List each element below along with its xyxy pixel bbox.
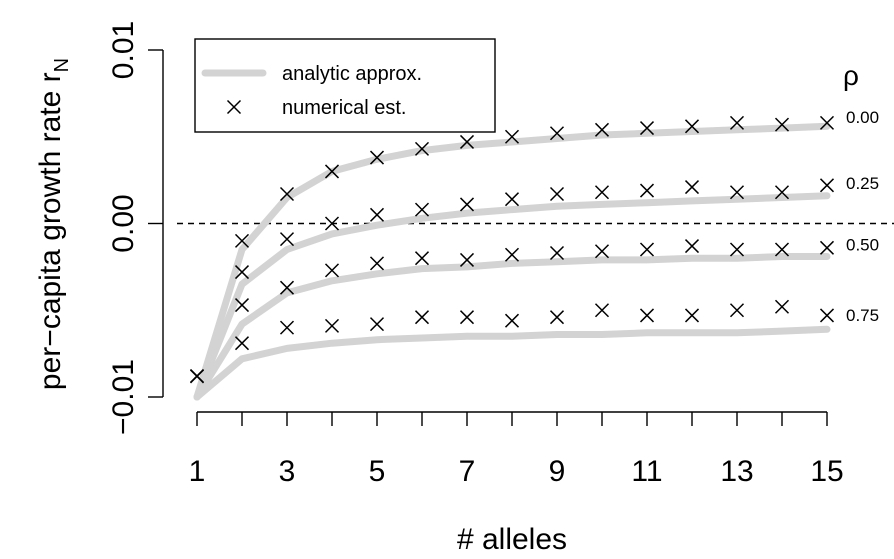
numerical-point	[549, 245, 565, 261]
numerical-point	[369, 256, 385, 271]
numerical-point	[729, 303, 745, 318]
numerical-point	[414, 141, 430, 156]
legend-label-analytic: analytic approx.	[282, 63, 422, 85]
numerical-point	[324, 216, 340, 231]
numerical-point	[594, 303, 610, 318]
series-label-0.50: 0.50	[846, 236, 879, 255]
numerical-point	[414, 251, 430, 266]
numerical-point	[729, 242, 745, 257]
numerical-point	[189, 369, 205, 384]
numerical-point	[549, 186, 565, 202]
numerical-point	[504, 192, 520, 207]
numerical-point	[279, 280, 295, 295]
numerical-point	[684, 119, 700, 134]
x-tick-label: 15	[810, 455, 843, 488]
numerical-point	[684, 239, 700, 254]
y-axis-title-subscript: N	[51, 58, 73, 72]
numerical-point	[639, 121, 655, 136]
y-axis-title: per−capita growth rate rN	[34, 58, 73, 390]
numerical-points-0.25	[189, 178, 835, 384]
numerical-point	[279, 186, 295, 202]
rho-title: ρ	[843, 60, 859, 91]
numerical-point	[459, 197, 475, 212]
numerical-point	[639, 242, 655, 257]
numerical-point	[819, 115, 835, 130]
numerical-point	[549, 126, 565, 141]
numerical-point	[279, 232, 295, 247]
y-axis-title-main: per−capita growth rate r	[34, 72, 67, 390]
legend: analytic approx. numerical est.	[194, 38, 496, 133]
numerical-point	[549, 310, 565, 325]
numerical-point	[594, 122, 610, 137]
chart-axes: −0.010.000.011 3 5 7 9 11 13 15# allelesper−cap…	[34, 21, 844, 556]
numerical-point	[504, 129, 520, 144]
analytic-curve-0.00	[193, 122, 831, 401]
legend-label-numerical: numerical est.	[282, 97, 407, 119]
numerical-point	[279, 320, 295, 335]
numerical-point	[684, 180, 700, 195]
numerical-point	[324, 318, 340, 333]
analytic-curve-0.50	[193, 253, 831, 401]
numerical-points-0.50	[189, 239, 835, 384]
numerical-point	[459, 310, 475, 325]
numerical-point	[414, 310, 430, 325]
numerical-point	[729, 185, 745, 200]
series-label-0.75: 0.75	[846, 306, 879, 325]
numerical-point	[639, 308, 655, 323]
series-label-0.25: 0.25	[846, 174, 879, 193]
numerical-point	[234, 298, 250, 313]
x-tick-label: 7	[459, 455, 476, 488]
numerical-point	[819, 308, 835, 323]
series-label-0.00: 0.00	[846, 108, 879, 127]
numerical-point	[819, 240, 835, 255]
numerical-point	[459, 134, 475, 149]
numerical-point	[774, 242, 790, 257]
numerical-point	[504, 313, 520, 328]
numerical-point	[234, 233, 250, 248]
analytic-curve-0.75	[193, 325, 831, 401]
numerical-point	[774, 117, 790, 132]
numerical-point	[324, 263, 340, 278]
numerical-point	[369, 207, 385, 222]
chart-marks: 0.00 0.25 0.50 0.75 ρ	[177, 60, 894, 401]
numerical-point	[369, 150, 385, 165]
y-tick-label: −0.01	[107, 359, 140, 435]
numerical-point	[234, 265, 250, 280]
legend-box	[194, 38, 496, 133]
numerical-point	[504, 247, 520, 262]
numerical-point	[324, 164, 340, 179]
numerical-point	[774, 185, 790, 200]
analytic-curve-0.25	[193, 192, 831, 401]
y-tick-label: 0.01	[107, 21, 140, 79]
numerical-point	[729, 115, 745, 130]
x-tick-label: 11	[631, 455, 662, 488]
numerical-point	[819, 178, 835, 193]
x-tick-label: 13	[720, 455, 753, 488]
x-tick-label: 1	[189, 455, 206, 488]
numerical-point	[459, 252, 475, 267]
numerical-points-0.75	[189, 299, 835, 384]
x-tick-label: 3	[279, 455, 296, 488]
numerical-point	[594, 185, 610, 200]
numerical-point	[414, 202, 430, 217]
y-tick-label: 0.00	[107, 194, 140, 252]
numerical-point	[684, 308, 700, 323]
numerical-point	[234, 336, 250, 351]
legend-numerical-swatch	[226, 99, 242, 115]
numerical-point	[369, 317, 385, 332]
numerical-point	[639, 183, 655, 198]
numerical-point	[594, 244, 610, 259]
x-tick-label: 5	[369, 455, 386, 488]
x-axis-title: # alleles	[457, 523, 567, 556]
numerical-point	[774, 299, 790, 314]
x-tick-label: 9	[549, 455, 566, 488]
